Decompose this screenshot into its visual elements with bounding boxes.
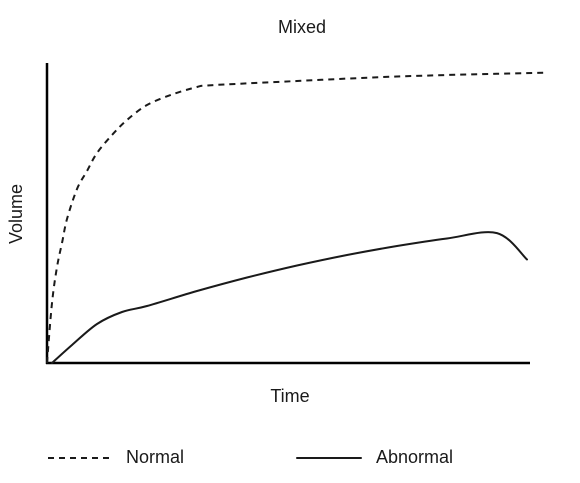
series-line-normal bbox=[46, 71, 548, 364]
legend: Normal Abnormal bbox=[48, 447, 453, 467]
series-line-abnormal bbox=[51, 231, 528, 364]
x-axis-label: Time bbox=[270, 386, 309, 406]
legend-label-abnormal: Abnormal bbox=[376, 447, 453, 467]
legend-label-normal: Normal bbox=[126, 447, 184, 467]
chart-title: Mixed bbox=[278, 17, 326, 37]
y-axis-label: Volume bbox=[6, 184, 26, 244]
series-layer bbox=[46, 71, 548, 364]
